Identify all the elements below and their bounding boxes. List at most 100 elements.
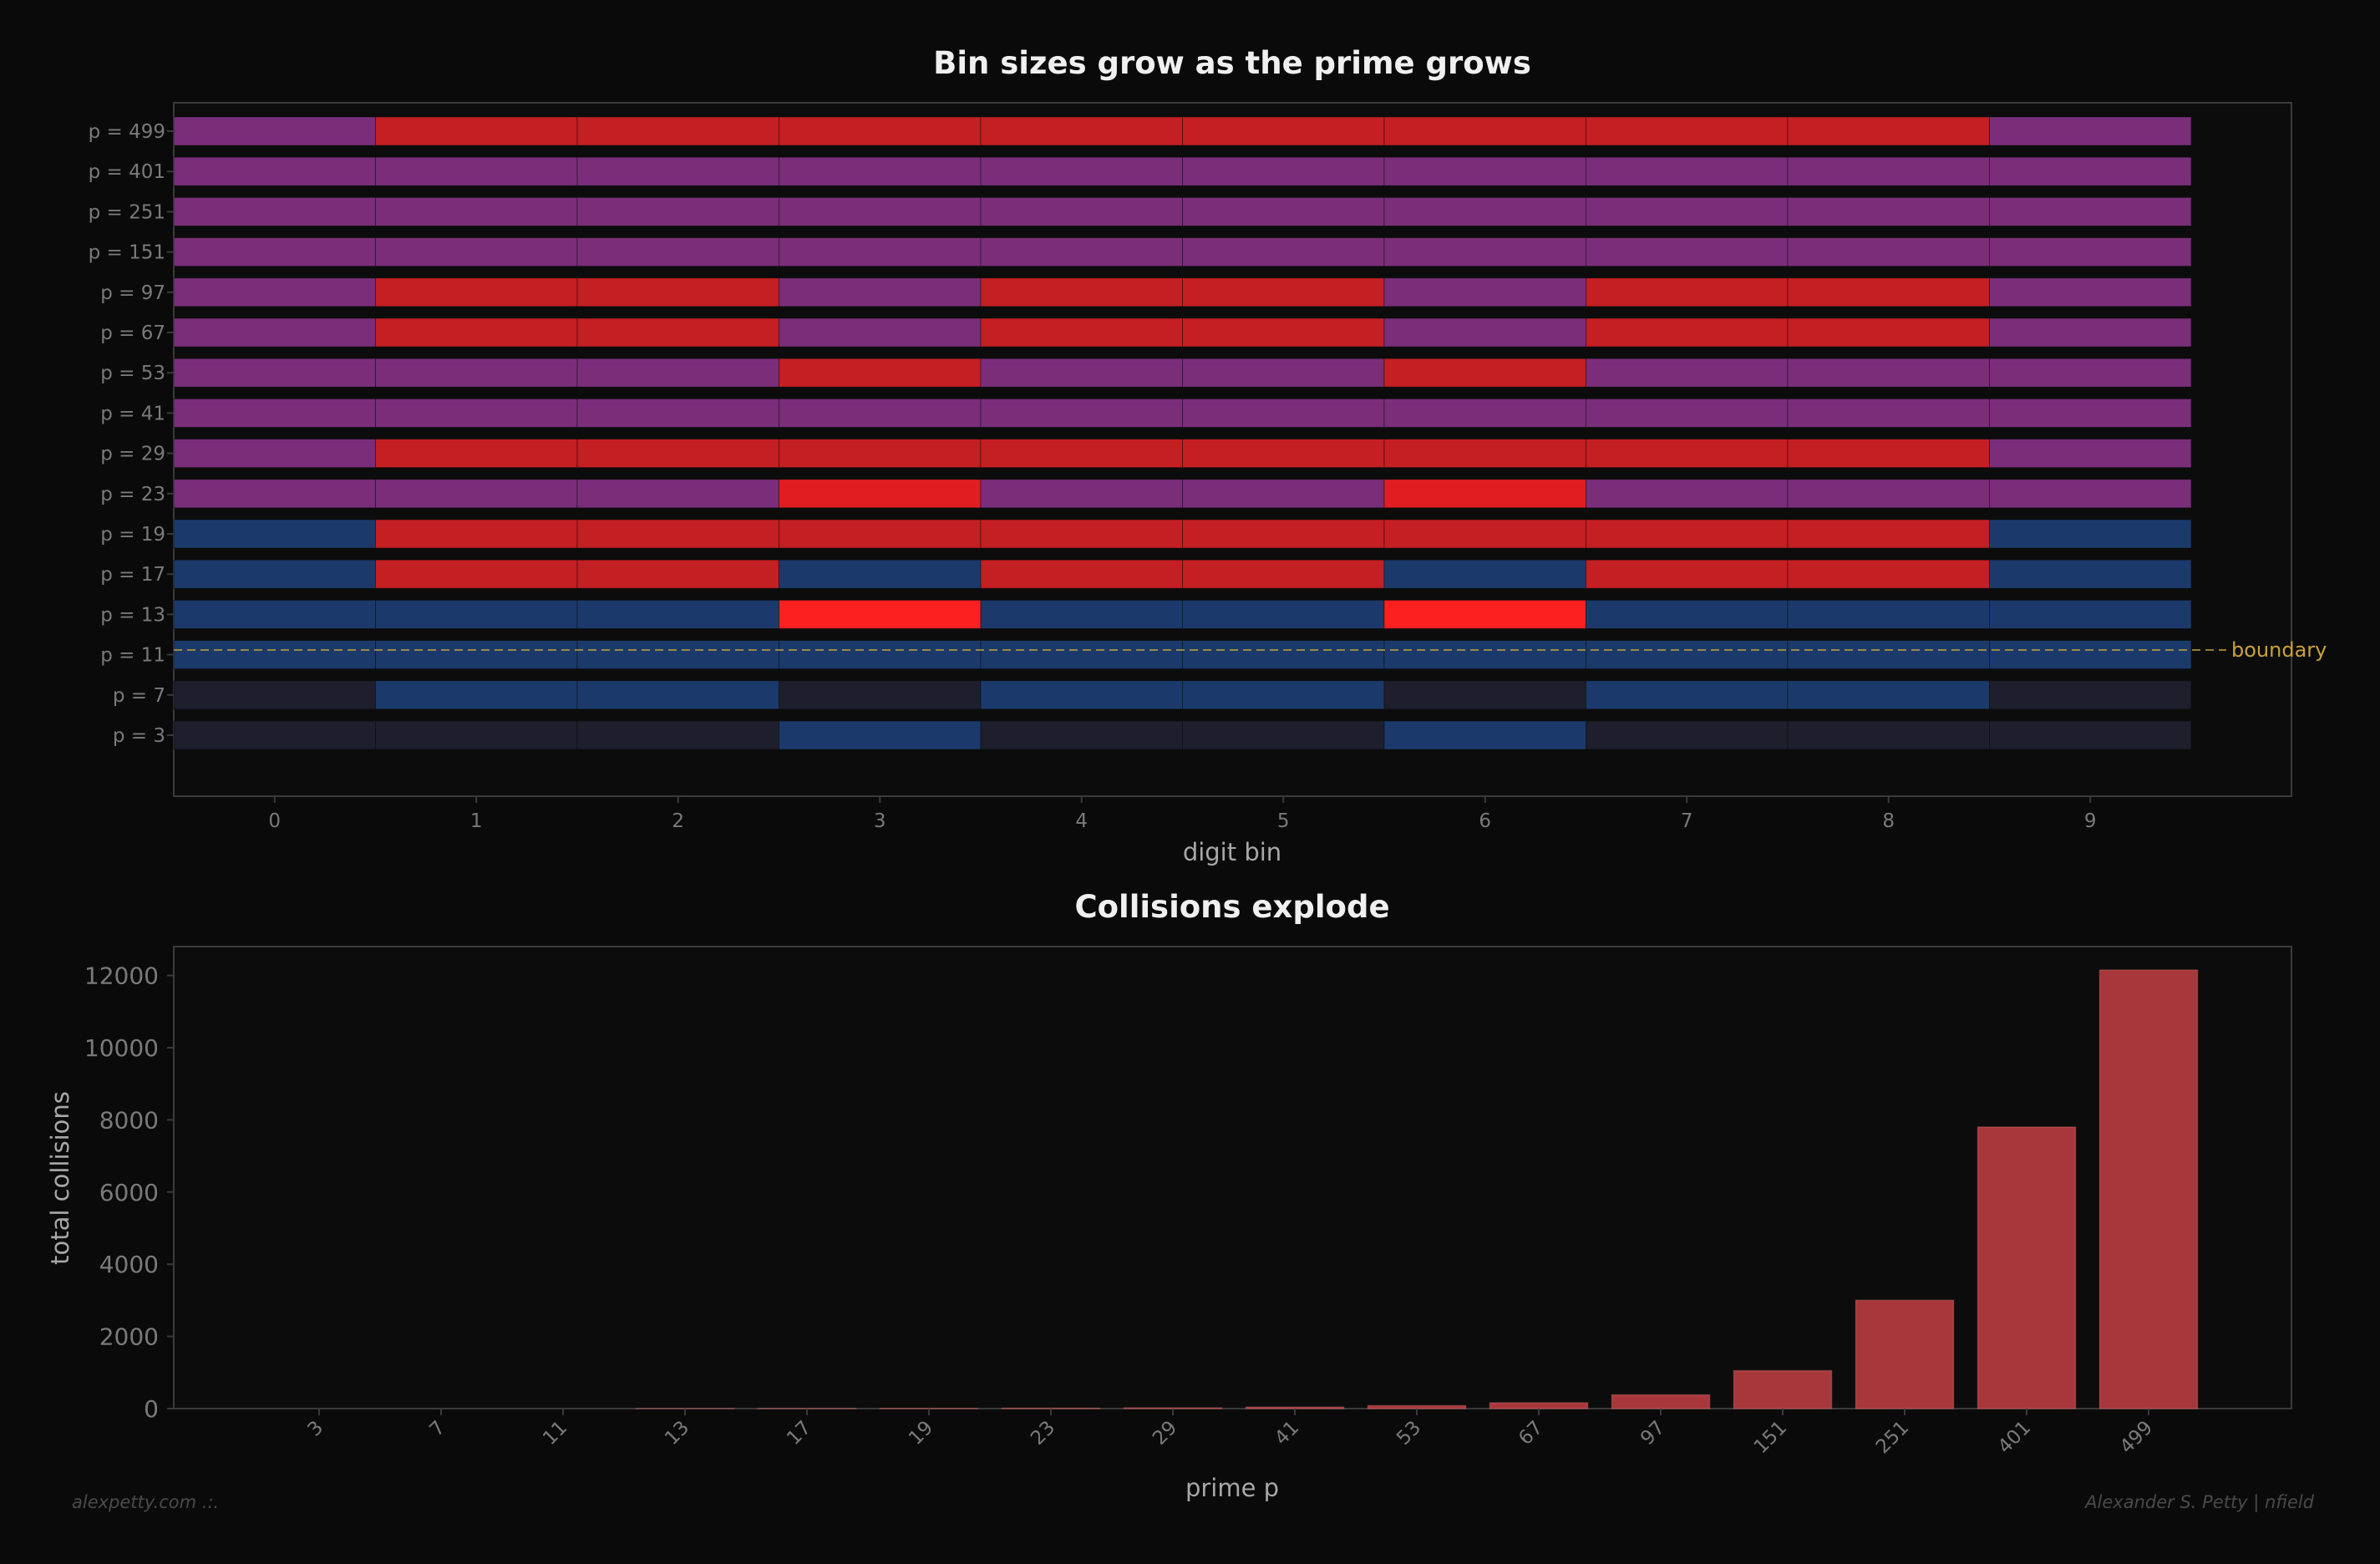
heatmap-cell	[576, 237, 779, 267]
boundary-label: boundary	[2231, 638, 2327, 662]
heatmap-cell	[779, 600, 982, 629]
heatmap-cell	[1787, 479, 1990, 509]
bar	[2098, 969, 2199, 1409]
heatmap-cell	[576, 116, 779, 146]
heatmap-cell	[1383, 640, 1586, 669]
heatmap-cell	[173, 640, 376, 669]
heatmap-cell	[1989, 600, 2192, 629]
heatmap-row-label: p = 23	[100, 484, 165, 505]
heatmap-cell	[1787, 116, 1990, 146]
heatmap-cell	[980, 116, 1183, 146]
heatmap-row-label: p = 499	[89, 121, 165, 143]
bar	[1855, 1299, 1955, 1409]
heatmap-cell	[980, 398, 1183, 428]
bar	[1489, 1402, 1589, 1409]
heatmap-panel: p = 3 p = 7 p = 11 p = 13 p = 17 p = 19 p = 23…	[89, 45, 2327, 866]
heatmap-cell	[980, 237, 1183, 267]
heatmap-cell	[1182, 600, 1385, 629]
heatmap-cell	[1989, 519, 2192, 549]
bar	[1367, 1404, 1467, 1409]
heatmap-cell	[576, 519, 779, 549]
heatmap-cell	[173, 398, 376, 428]
heatmap-cell	[1787, 439, 1990, 468]
heatmap-row-label: p = 151	[89, 242, 165, 264]
heatmap-cell	[173, 317, 376, 348]
bar-x-tick-label: 3	[304, 1417, 328, 1441]
bar	[1977, 1126, 2077, 1409]
heatmap-cell	[1182, 439, 1385, 468]
heatmap-cell	[1989, 720, 2192, 750]
heatmap-cell	[1787, 237, 1990, 267]
heatmap-cell	[576, 680, 779, 710]
bar-panel: 0 2000 4000 6000 8000 10000 12000 3 7 11 13 17 19 23…	[46, 889, 2292, 1502]
heatmap-cell	[779, 559, 982, 589]
heatmap-cell	[779, 640, 982, 669]
bar-x-axis-label: prime p	[1185, 1474, 1279, 1502]
heatmap-x-tick-label: 8	[1882, 810, 1895, 832]
heatmap-cell	[1182, 398, 1385, 428]
heatmap-cell	[1787, 680, 1990, 710]
heatmap-cell	[1182, 559, 1385, 589]
bar-y-tick-label: 12000	[84, 962, 159, 990]
heatmap-cell	[375, 640, 578, 669]
heatmap-cell	[1383, 600, 1586, 629]
bar-x-tick-label: 13	[661, 1417, 693, 1450]
heatmap-cell	[576, 640, 779, 669]
heatmap-cell	[1586, 720, 1789, 750]
heatmap-cell	[1787, 317, 1990, 348]
heatmap-cell	[1586, 156, 1789, 186]
heatmap-cell	[1586, 559, 1789, 589]
heatmap-cell	[1383, 277, 1586, 307]
heatmap-cell	[173, 358, 376, 388]
heatmap-cell	[1383, 237, 1586, 267]
bar-x-tick-label: 11	[539, 1417, 571, 1450]
heatmap-x-tick-label: 7	[1681, 810, 1693, 832]
heatmap-x-axis-label: digit bin	[1183, 838, 1281, 866]
heatmap-cell	[779, 277, 982, 307]
heatmap-row-label: p = 97	[100, 282, 165, 304]
heatmap-cell	[1989, 196, 2192, 226]
heatmap-cell	[576, 358, 779, 388]
heatmap-cell	[1383, 559, 1586, 589]
bar-y-tick-label: 2000	[99, 1323, 159, 1351]
heatmap-cell	[980, 519, 1183, 549]
heatmap-cell	[173, 559, 376, 589]
heatmap-row-label: p = 13	[100, 604, 165, 626]
bar-title: Collisions explode	[1074, 889, 1389, 925]
heatmap-x-ticks: 0 1 2 3 4 5 6 7 8 9	[268, 796, 2097, 832]
heatmap-cell	[1787, 600, 1990, 629]
bar-x-tick-label: 23	[1027, 1417, 1059, 1450]
heatmap-cell	[375, 358, 578, 388]
heatmap-cell	[779, 237, 982, 267]
heatmap-cell	[1182, 196, 1385, 226]
heatmap-cell	[1787, 358, 1990, 388]
bar-x-tick-label: 17	[783, 1417, 815, 1450]
heatmap-cells	[173, 116, 2192, 750]
heatmap-x-tick-label: 2	[672, 810, 684, 832]
bar-x-tick-label: 53	[1393, 1417, 1425, 1450]
footer-site: alexpetty.com .:.	[72, 1492, 220, 1512]
heatmap-cell	[1989, 439, 2192, 468]
heatmap-cell	[1586, 196, 1789, 226]
heatmap-cell	[1383, 196, 1586, 226]
heatmap-cell	[375, 196, 578, 226]
bar-x-tick-label: 97	[1637, 1417, 1669, 1450]
heatmap-cell	[1787, 277, 1990, 307]
heatmap-cell	[375, 519, 578, 549]
heatmap-cell	[173, 600, 376, 629]
heatmap-cell	[1989, 317, 2192, 348]
bar-x-tick-label: 401	[1994, 1417, 2035, 1458]
heatmap-x-tick-label: 4	[1075, 810, 1088, 832]
bar-y-tick-label: 6000	[99, 1179, 159, 1206]
bar-x-tick-label: 29	[1149, 1417, 1181, 1450]
heatmap-cell	[980, 358, 1183, 388]
heatmap-cell	[375, 317, 578, 348]
heatmap-cell	[779, 156, 982, 186]
bar-y-tick-label: 8000	[99, 1106, 159, 1134]
heatmap-title: Bin sizes grow as the prime grows	[933, 45, 1531, 81]
heatmap-cell	[1182, 358, 1385, 388]
bar-x-tick-label: 19	[905, 1417, 937, 1450]
heatmap-cell	[173, 680, 376, 710]
heatmap-cell	[779, 439, 982, 468]
